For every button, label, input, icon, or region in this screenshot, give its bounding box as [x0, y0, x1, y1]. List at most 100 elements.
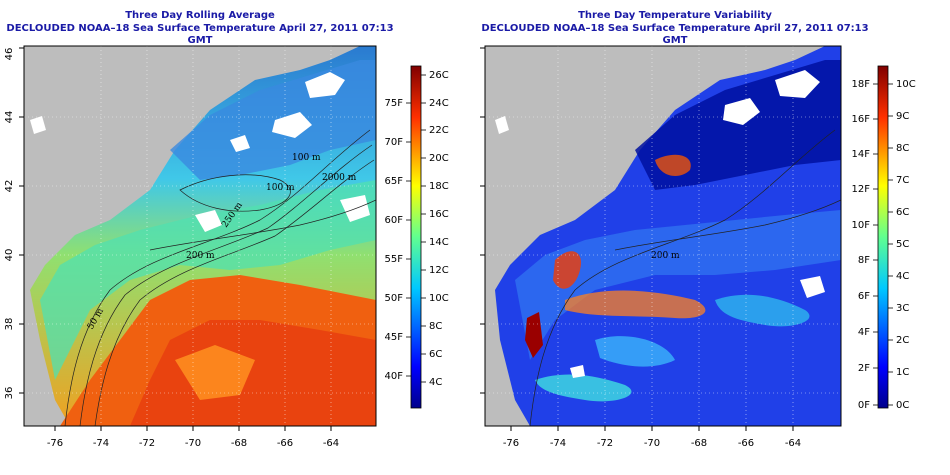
x-tick-label: -68: [231, 438, 247, 449]
colorbar-c-label: 10C: [896, 79, 916, 90]
y-tick-label: 44: [475, 111, 477, 124]
x-tick-label: -74: [550, 438, 566, 449]
colorbar-f-label: 75F: [385, 98, 404, 109]
cloud-patch: [305, 72, 345, 98]
colorbar-c-label: 24C: [429, 98, 449, 109]
colorbar: 26C 24C 22C 20C 18C 16C 14C 12C 10C 8C 6…: [385, 65, 449, 409]
colorbar-f-label: 50F: [385, 293, 404, 304]
variability-map: 200 m: [485, 46, 841, 426]
colorbar-c-label: 6C: [429, 349, 442, 360]
y-tick-label: 36: [4, 387, 15, 400]
contour-label: 100 m: [292, 153, 321, 163]
y-tick-label: 44: [4, 111, 15, 124]
contour-label: 100 m: [266, 183, 295, 193]
contour-label: 2000 m: [322, 173, 357, 183]
colorbar-f-label: 0F: [858, 400, 870, 411]
colorbar-c-label: 4C: [429, 377, 442, 388]
shelf-waters: [40, 180, 376, 380]
colorbar-c-label: 8C: [896, 143, 909, 154]
colorbar-f-label: 55F: [385, 254, 404, 265]
x-tick-label: -66: [738, 438, 754, 449]
y-tick-label: 42: [475, 180, 477, 193]
x-tick-label: -72: [139, 438, 155, 449]
x-tick-label: -70: [644, 438, 660, 449]
lat-lon-grid: [485, 46, 841, 426]
lat-lon-grid: [24, 46, 376, 426]
map-subtitle: DECLOUDED NOAA–18 Sea Surface Temperatur…: [6, 23, 394, 46]
colorbar-f-label: 65F: [385, 176, 404, 187]
colorbar-c-label: 7C: [896, 175, 909, 186]
x-axis: -76 -74 -72 -70 -68 -66 -64: [47, 426, 339, 449]
colorbar-f-label: 40F: [385, 371, 404, 382]
x-tick-label: -66: [277, 438, 293, 449]
colorbar-c-label: 20C: [429, 153, 449, 164]
y-tick-label: 38: [475, 318, 477, 331]
colorbar-f-label: 8F: [858, 255, 870, 266]
x-tick-label: -72: [597, 438, 613, 449]
colorbar-f-label: 45F: [385, 332, 404, 343]
colorbar-c-label: 5C: [896, 239, 909, 250]
colorbar-c-label: 16C: [429, 209, 449, 220]
colorbar-c-label: 22C: [429, 125, 449, 136]
colorbar-f-label: 12F: [852, 184, 871, 195]
colorbar-c-label: 10C: [429, 293, 449, 304]
colorbar-c-label: 1C: [896, 367, 909, 378]
colorbar-f-label: 4F: [858, 327, 870, 338]
colorbar-c-label: 3C: [896, 303, 909, 314]
colorbar-c-label: 4C: [896, 271, 909, 282]
map-figure: 100 m 2000 m 100 m 250 m 200 m 50 m: [4, 45, 449, 449]
y-tick-label: 46: [475, 48, 477, 61]
y-tick-label: 46: [4, 48, 15, 61]
colorbar-f-label: 18F: [852, 79, 871, 90]
map-subtitle: DECLOUDED NOAA–18 Sea Surface Temperatur…: [481, 23, 869, 46]
colorbar-c-label: 0C: [896, 400, 909, 411]
map-frame: [23, 45, 377, 427]
y-axis: 36 38 40 42 44 46: [475, 47, 485, 400]
x-tick-label: -68: [691, 438, 707, 449]
colorbar: 10C 9C 8C 7C 6C 5C 4C 3C 2C 1C 0C 18F 16…: [852, 65, 916, 411]
x-tick-label: -64: [323, 438, 339, 449]
map-title: Three Day Temperature Variability: [578, 10, 772, 21]
contour-label: 200 m: [651, 251, 680, 261]
map-title: Three Day Rolling Average: [125, 10, 275, 21]
x-tick-label: -74: [93, 438, 109, 449]
y-tick-label: 38: [4, 318, 15, 331]
high-variability-patch: [525, 312, 543, 358]
map-figure: 200 m -76 -74 -72 -70 -68: [475, 45, 916, 449]
colorbar-c-label: 26C: [429, 70, 449, 81]
colorbar-c-label: 8C: [429, 321, 442, 332]
colorbar-c-label: 9C: [896, 111, 909, 122]
colorbar-f-label: 6F: [858, 291, 870, 302]
x-tick-label: -76: [47, 438, 63, 449]
colorbar-gradient: [410, 65, 422, 409]
map-frame: [484, 45, 842, 427]
colorbar-f-label: 60F: [385, 215, 404, 226]
colorbar-c-label: 12C: [429, 265, 449, 276]
x-axis: -76 -74 -72 -70 -68 -66 -64: [503, 426, 801, 449]
colorbar-c-label: 6C: [896, 207, 909, 218]
x-tick-label: -76: [503, 438, 519, 449]
x-tick-label: -70: [185, 438, 201, 449]
panel-rolling-average: Three Day Rolling Average DECLOUDED NOAA…: [4, 10, 449, 449]
colorbar-f-label: 2F: [858, 363, 870, 374]
colorbar-c-label: 18C: [429, 181, 449, 192]
panel-temperature-variability: Three Day Temperature Variability DECLOU…: [475, 0, 950, 475]
colorbar-f-label: 14F: [852, 149, 871, 160]
colorbar-c-label: 14C: [429, 237, 449, 248]
y-tick-label: 36: [475, 387, 477, 400]
sst-map: 100 m 2000 m 100 m 250 m 200 m 50 m: [24, 46, 376, 426]
y-tick-label: 40: [4, 249, 15, 262]
x-tick-label: -64: [785, 438, 801, 449]
bathymetry-contours: [529, 129, 841, 426]
bathymetry-contours: [64, 129, 376, 426]
colorbar-c-label: 2C: [896, 335, 909, 346]
cloud-patch: [775, 70, 820, 98]
contour-label: 200 m: [186, 251, 215, 261]
y-axis: 36 38 40 42 44 46: [4, 47, 24, 400]
colorbar-gradient: [877, 65, 889, 409]
y-tick-label: 40: [475, 249, 477, 262]
colorbar-f-label: 16F: [852, 114, 871, 125]
colorbar-f-label: 70F: [385, 137, 404, 148]
y-tick-label: 42: [4, 180, 15, 193]
colorbar-f-label: 10F: [852, 220, 871, 231]
